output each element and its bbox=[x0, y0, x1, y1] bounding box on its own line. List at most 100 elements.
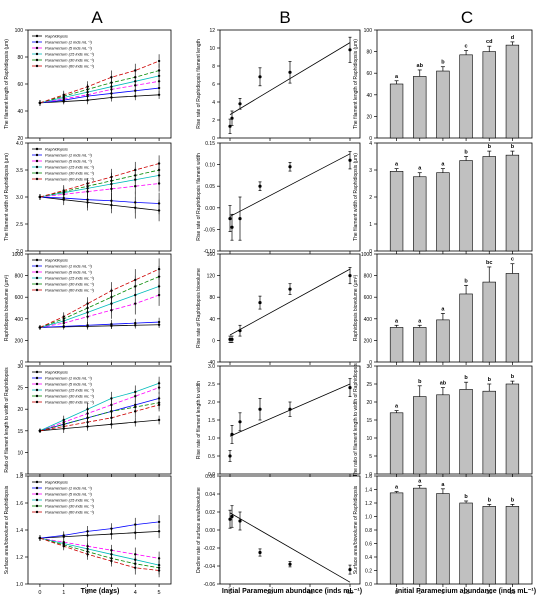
y-tick-label: -40 bbox=[208, 360, 215, 366]
data-point bbox=[157, 69, 161, 72]
y-tick-label: 0.0 bbox=[208, 472, 215, 478]
panel-a1: 20 40 60 80 100 The filament length of Raphid… bbox=[4, 28, 172, 142]
data-point bbox=[62, 545, 65, 548]
legend-label: Paramecium (15 inds mL⁻¹) bbox=[45, 165, 95, 170]
bar bbox=[459, 502, 473, 585]
x-tick-label: 5 bbox=[441, 590, 444, 596]
data-point bbox=[62, 534, 65, 537]
y-tick-label: 5 bbox=[20, 472, 23, 478]
series-line bbox=[39, 75, 160, 104]
y-axis-label: Surface area/biovolume of Raphidiopsis bbox=[4, 485, 10, 574]
data-point bbox=[288, 70, 292, 74]
y-tick-label: 1000 bbox=[361, 252, 372, 258]
series-line bbox=[39, 175, 160, 198]
legend-label: Paramecium (1 inds mL⁻¹) bbox=[45, 376, 93, 381]
y-axis-label: Ratio of filament length to width of Rap… bbox=[4, 367, 10, 473]
bar bbox=[459, 293, 473, 363]
bar bbox=[459, 389, 473, 475]
series-line bbox=[39, 163, 160, 198]
legend-label: Paramecium (60 inds mL⁻¹) bbox=[45, 400, 95, 405]
series-line bbox=[39, 80, 160, 104]
legend-marker bbox=[35, 282, 39, 286]
data-point bbox=[258, 75, 262, 79]
data-point bbox=[86, 530, 89, 533]
data-point bbox=[86, 420, 89, 424]
plot-frame bbox=[219, 365, 361, 475]
y-tick-label: 80 bbox=[366, 50, 372, 56]
significance-letter: a bbox=[418, 166, 422, 172]
data-point bbox=[258, 407, 262, 411]
y-tick-label: 80 bbox=[209, 295, 215, 301]
data-point bbox=[157, 403, 161, 407]
y-tick-label: 1.2 bbox=[365, 501, 372, 507]
data-point bbox=[228, 517, 232, 521]
y-tick-label: 1.0 bbox=[16, 582, 23, 588]
y-tick-label: 40 bbox=[209, 317, 215, 323]
legend-label: Raphidiopsis bbox=[45, 480, 68, 485]
legend-label: Paramecium (60 inds mL⁻¹) bbox=[45, 177, 95, 182]
data-point bbox=[86, 408, 89, 411]
y-tick-label: 1.6 bbox=[16, 501, 23, 507]
y-tick-label: 3.0 bbox=[16, 195, 23, 201]
y-tick-label: 0.04 bbox=[205, 492, 215, 498]
panel-a3: 0 200 400 600 800 1000 Raphidiopsis biovolume … bbox=[4, 252, 172, 366]
panel-b3: -40 0 40 80 120 160 Rise rate of Raphidiopsis … bbox=[196, 252, 361, 366]
significance-letter: b bbox=[464, 494, 468, 500]
y-tick-label: 3 bbox=[369, 168, 372, 174]
data-point bbox=[86, 182, 89, 185]
significance-letter: ab bbox=[417, 63, 424, 69]
legend-label: Paramecium (5 inds mL⁻¹) bbox=[45, 382, 93, 387]
data-point bbox=[157, 93, 161, 97]
y-tick-label: 600 bbox=[15, 295, 24, 301]
data-point bbox=[38, 326, 42, 329]
plot-frame bbox=[219, 253, 361, 363]
data-point bbox=[288, 562, 292, 566]
y-tick-label: 0 bbox=[369, 360, 372, 366]
y-axis-label: The filament length of Raphidiopsis (μm) bbox=[353, 39, 359, 129]
legend-marker bbox=[35, 276, 39, 280]
data-point bbox=[157, 320, 161, 324]
y-tick-label: 160 bbox=[207, 252, 216, 258]
y-tick-label: 12 bbox=[209, 28, 215, 34]
y-axis-label: Surface area/biovolume of Raphidiopsis bbox=[353, 485, 359, 574]
y-tick-label: 10 bbox=[209, 46, 215, 52]
significance-letter: a bbox=[395, 74, 399, 80]
legend-label: Paramecium (15 inds mL⁻¹) bbox=[45, 388, 95, 393]
significance-letter: b bbox=[488, 497, 492, 503]
data-point bbox=[110, 397, 113, 400]
data-point bbox=[230, 337, 234, 341]
bar bbox=[482, 156, 496, 252]
legend-label: Raphidiopsis bbox=[45, 370, 68, 375]
y-tick-label: 800 bbox=[15, 274, 24, 280]
y-tick-label: 100 bbox=[364, 28, 373, 34]
legend-marker bbox=[35, 400, 39, 404]
bar bbox=[436, 493, 450, 585]
bar bbox=[505, 273, 520, 363]
y-axis-label: Rise rate of Raphidiopsis biovolume bbox=[196, 268, 202, 348]
legend-marker bbox=[35, 510, 39, 514]
y-tick-label: 3.0 bbox=[208, 364, 215, 370]
x-title-a: Time (days) bbox=[81, 588, 120, 595]
panel-c3: 0 200 400 600 800 1000 Raphidiopsis biovolume … bbox=[353, 252, 533, 366]
data-point bbox=[86, 324, 89, 327]
significance-letter: cd bbox=[486, 39, 492, 45]
column-header-a: A bbox=[91, 8, 103, 27]
y-tick-label: 25 bbox=[17, 386, 23, 392]
panel-c1: 0 20 40 60 80 100 The filament length of Raphi… bbox=[353, 28, 533, 142]
bar bbox=[436, 394, 450, 475]
y-tick-label: 2 bbox=[212, 118, 215, 124]
series-line bbox=[39, 324, 160, 328]
bar bbox=[482, 506, 496, 585]
y-tick-label: 0 bbox=[212, 136, 215, 142]
data-point bbox=[110, 559, 113, 563]
series-line bbox=[39, 530, 160, 539]
significance-letter: b bbox=[488, 377, 492, 383]
legend-label: Paramecium (30 inds mL⁻¹) bbox=[45, 394, 95, 399]
series-line bbox=[39, 294, 160, 328]
data-point bbox=[62, 93, 65, 97]
series-line bbox=[39, 169, 160, 198]
y-tick-label: 0.06 bbox=[205, 474, 215, 480]
data-point bbox=[134, 94, 137, 98]
bar bbox=[436, 70, 450, 139]
